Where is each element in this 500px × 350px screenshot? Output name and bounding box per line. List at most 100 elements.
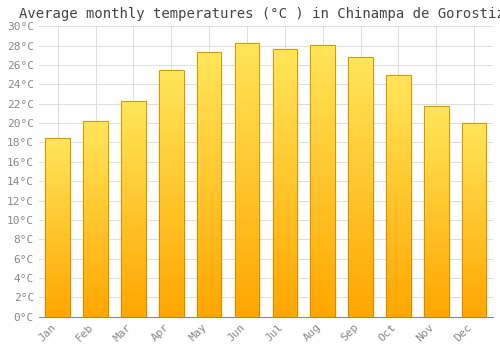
Bar <box>234 262 260 265</box>
Bar <box>234 234 260 237</box>
Bar <box>386 259 410 261</box>
Bar <box>84 315 108 317</box>
Bar <box>348 57 373 60</box>
Bar <box>159 223 184 225</box>
Bar <box>310 257 335 260</box>
Bar <box>348 57 373 317</box>
Bar <box>272 156 297 159</box>
Bar <box>159 104 184 107</box>
Bar <box>234 177 260 180</box>
Bar <box>121 168 146 170</box>
Bar <box>386 75 410 77</box>
Bar <box>348 70 373 73</box>
Bar <box>386 256 410 259</box>
Bar <box>84 131 108 133</box>
Bar <box>121 211 146 213</box>
Bar <box>197 87 222 90</box>
Bar <box>234 73 260 76</box>
Bar <box>121 248 146 250</box>
Bar <box>159 198 184 201</box>
Bar <box>272 194 297 196</box>
Bar <box>462 170 486 172</box>
Bar <box>424 313 448 315</box>
Bar <box>272 183 297 186</box>
Bar <box>272 153 297 156</box>
Bar <box>46 217 70 218</box>
Bar <box>234 309 260 311</box>
Bar <box>121 157 146 159</box>
Bar <box>197 240 222 243</box>
Bar <box>159 161 184 164</box>
Bar <box>310 214 335 216</box>
Bar <box>84 278 108 280</box>
Bar <box>234 174 260 177</box>
Bar <box>310 246 335 249</box>
Bar <box>424 127 448 129</box>
Bar <box>310 145 335 148</box>
Bar <box>121 153 146 155</box>
Bar <box>272 234 297 236</box>
Bar <box>84 231 108 233</box>
Bar <box>197 163 222 166</box>
Bar <box>159 141 184 144</box>
Bar <box>386 205 410 208</box>
Bar <box>424 163 448 165</box>
Bar <box>462 158 486 160</box>
Bar <box>462 280 486 282</box>
Bar <box>272 126 297 129</box>
Bar <box>424 108 448 110</box>
Bar <box>348 143 373 146</box>
Bar <box>159 238 184 240</box>
Bar <box>46 197 70 198</box>
Bar <box>84 215 108 217</box>
Bar <box>234 169 260 172</box>
Bar <box>121 144 146 146</box>
Bar <box>46 166 70 168</box>
Bar <box>424 266 448 268</box>
Bar <box>348 60 373 62</box>
Bar <box>46 190 70 191</box>
Bar <box>424 114 448 116</box>
Bar <box>197 253 222 256</box>
Bar <box>310 134 335 137</box>
Bar <box>84 293 108 295</box>
Bar <box>159 156 184 159</box>
Bar <box>272 228 297 231</box>
Bar <box>272 282 297 285</box>
Bar <box>159 178 184 181</box>
Bar <box>424 186 448 188</box>
Bar <box>424 180 448 182</box>
Bar <box>272 188 297 191</box>
Bar <box>197 309 222 312</box>
Bar <box>310 159 335 162</box>
Bar <box>462 226 486 228</box>
Bar <box>272 167 297 169</box>
Bar <box>424 161 448 163</box>
Bar <box>462 204 486 206</box>
Bar <box>234 166 260 169</box>
Bar <box>462 189 486 191</box>
Bar <box>234 213 260 215</box>
Bar <box>272 250 297 252</box>
Bar <box>46 249 70 251</box>
Bar <box>348 190 373 192</box>
Bar <box>84 252 108 254</box>
Bar <box>462 298 486 299</box>
Bar <box>197 312 222 314</box>
Bar <box>121 110 146 112</box>
Bar <box>121 155 146 157</box>
Bar <box>348 184 373 187</box>
Bar <box>197 71 222 74</box>
Bar <box>197 145 222 148</box>
Bar <box>197 184 222 187</box>
Bar <box>121 308 146 310</box>
Bar <box>310 91 335 94</box>
Bar <box>234 163 260 166</box>
Bar <box>386 193 410 196</box>
Bar <box>386 280 410 283</box>
Bar <box>197 174 222 177</box>
Bar <box>462 160 486 162</box>
Bar <box>386 261 410 264</box>
Bar <box>310 219 335 222</box>
Bar <box>46 193 70 195</box>
